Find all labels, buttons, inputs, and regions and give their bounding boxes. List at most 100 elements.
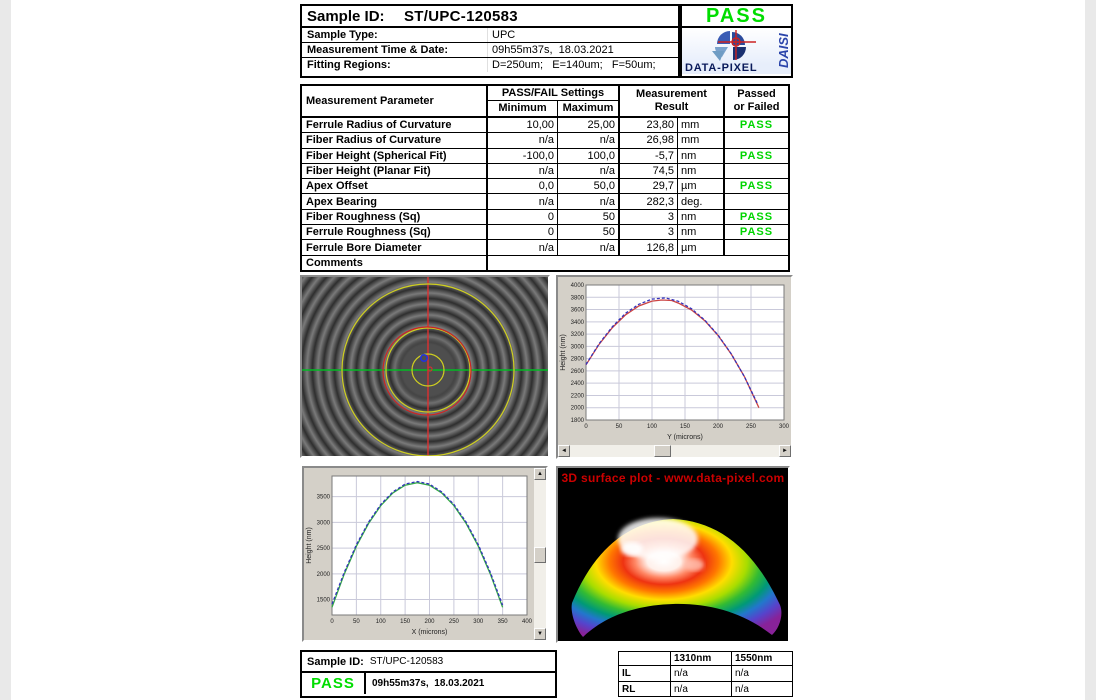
- scrollbar-track[interactable]: [570, 445, 779, 457]
- row-max: 100,0: [558, 148, 620, 163]
- row-min: n/a: [488, 240, 558, 255]
- logo-brand-text: DATA-PIXEL: [685, 62, 757, 73]
- x-axis-label: X (microns): [412, 629, 448, 636]
- svg-text:150: 150: [400, 619, 411, 625]
- footer-status-row: PASS 09h55m37s, 18.03.2021: [302, 673, 555, 694]
- row-status: [725, 164, 788, 178]
- footer-sample-id-row: Sample ID: ST/UPC-120583: [302, 652, 555, 673]
- table-row: Ferrule Bore Diameter n/a n/a 126,8 µm: [302, 240, 788, 256]
- row-result: -5,7: [620, 148, 678, 163]
- series-measured-profile: [331, 482, 504, 608]
- row-param: Fiber Height (Planar Fit): [302, 163, 488, 179]
- row-max: n/a: [558, 194, 620, 209]
- row-min: 0,0: [488, 179, 558, 194]
- il-rl-table: 1310nm 1550nm IL n/a n/a RL n/a n/a: [618, 651, 793, 697]
- col-passed-line1: Passed: [737, 88, 776, 100]
- col-passed-line2: or Failed: [733, 101, 780, 113]
- row-max: 50: [558, 209, 620, 225]
- y-profile-chart: 0 50 100 150 200 250 300 1800 2000 2200 2400 2600 28…: [558, 277, 791, 445]
- vertical-scrollbar[interactable]: ▲ ▼: [534, 468, 546, 640]
- table-row: Fiber Height (Spherical Fit) -100,0 100,…: [302, 148, 788, 164]
- ilrl-rl-1550: n/a: [735, 683, 749, 695]
- row-unit: mm: [678, 133, 725, 148]
- table-row: Apex Offset 0,0 50,0 29,7 µm PASS: [302, 179, 788, 195]
- row-result: 3: [620, 209, 678, 225]
- row-min: 10,00: [488, 118, 558, 133]
- row-min: n/a: [488, 133, 558, 148]
- row-result: 282,3: [620, 194, 678, 209]
- measurement-time-label: Measurement Time & Date:: [302, 43, 488, 57]
- svg-text:200: 200: [424, 619, 435, 625]
- svg-text:3000: 3000: [571, 344, 585, 350]
- series-spherical-fit: [331, 480, 504, 606]
- row-param: Fiber Roughness (Sq): [302, 209, 488, 225]
- vendor-logo-cell: DATA-PIXEL DAISI: [682, 28, 791, 74]
- x-axis-label: Y (microns): [667, 434, 703, 441]
- x-profile-chart-panel: 0 50 100 150 200 250 300 350 400 1500 2000 2500 3000…: [302, 466, 548, 642]
- scroll-right-button[interactable]: ►: [779, 445, 791, 457]
- svg-text:3500: 3500: [317, 495, 331, 501]
- scrollbar-thumb[interactable]: [653, 445, 671, 457]
- row-result: 3: [620, 225, 678, 240]
- row-status: [725, 194, 788, 208]
- horizontal-scrollbar[interactable]: ◄ ►: [558, 445, 791, 457]
- row-min: 0: [488, 209, 558, 225]
- center-marker-icon: [427, 366, 433, 372]
- svg-text:2000: 2000: [317, 572, 331, 578]
- row-max: 25,00: [558, 118, 620, 133]
- row-status: PASS: [739, 119, 774, 132]
- surface-plot-title: 3D surface plot - www.data-pixel.com: [561, 471, 785, 485]
- ilrl-il-1550: n/a: [732, 666, 792, 682]
- table-row: Fiber Roughness (Sq) 0 50 3 nm PASS: [302, 209, 788, 226]
- ilrl-row-rl-label: RL: [619, 682, 671, 696]
- row-param: Fiber Height (Spherical Fit): [302, 148, 488, 163]
- row-status: [725, 133, 788, 147]
- table-row: Fiber Radius of Curvature n/a n/a 26,98 …: [302, 133, 788, 149]
- measurement-time-value: 09h55m37s, 18.03.2021: [492, 44, 614, 56]
- row-status: PASS: [739, 180, 774, 193]
- interferogram-panel: [300, 275, 550, 458]
- svg-text:3200: 3200: [571, 332, 585, 338]
- sample-type-label: Sample Type:: [302, 28, 488, 42]
- scrollbar-thumb[interactable]: [534, 546, 546, 563]
- measurement-table: Measurement Parameter PASS/FAIL Settings…: [300, 84, 790, 272]
- col-result-line1: Measurement: [636, 88, 707, 100]
- row-min: n/a: [488, 163, 558, 179]
- scroll-up-button[interactable]: ▲: [534, 468, 546, 480]
- ilrl-col-1310: 1310nm: [671, 652, 732, 666]
- ilrl-row-il-label: IL: [619, 666, 671, 682]
- row-status: PASS: [739, 226, 774, 239]
- surface-plot-image: [571, 518, 782, 637]
- page-right-margin: [1085, 0, 1096, 700]
- fitting-regions-value: D=250um; E=140um; F=50um;: [492, 59, 656, 71]
- header-status-box: PASS DATA-PIXEL DAISI: [680, 4, 793, 78]
- scrollbar-track[interactable]: [534, 480, 546, 628]
- svg-text:3000: 3000: [317, 520, 331, 526]
- svg-text:2600: 2600: [571, 369, 585, 375]
- sample-id-value: ST/UPC-120583: [404, 7, 518, 25]
- scroll-left-button[interactable]: ◄: [558, 445, 570, 457]
- header-table: Sample ID: ST/UPC-120583 Sample Type: UP…: [300, 4, 680, 78]
- comments-value: [488, 256, 788, 270]
- measurement-table-header: Measurement Parameter PASS/FAIL Settings…: [302, 86, 788, 118]
- row-param: Fiber Radius of Curvature: [302, 133, 488, 148]
- svg-text:250: 250: [449, 619, 460, 625]
- y-axis-label: Height (nm): [560, 334, 567, 371]
- row-min: 0: [488, 225, 558, 240]
- ilrl-col-1550: 1550nm: [732, 652, 792, 666]
- sample-type-value: UPC: [492, 29, 516, 41]
- col-passed-failed: Passed or Failed: [725, 86, 788, 116]
- ilrl-il-1310: n/a: [671, 666, 732, 682]
- measurement-time-row: Measurement Time & Date: 09h55m37s, 18.0…: [302, 43, 678, 58]
- y-axis-label: Height (nm): [306, 527, 313, 564]
- row-unit: deg.: [678, 194, 725, 209]
- table-row: Apex Bearing n/a n/a 282,3 deg.: [302, 194, 788, 210]
- scroll-down-button[interactable]: ▼: [534, 628, 546, 640]
- svg-text:2400: 2400: [571, 381, 585, 387]
- svg-text:2500: 2500: [317, 546, 331, 552]
- row-param: Ferrule Radius of Curvature: [302, 118, 488, 133]
- svg-text:200: 200: [713, 424, 724, 430]
- x-profile-chart: 0 50 100 150 200 250 300 350 400 1500 2000 2500 3000…: [304, 468, 534, 640]
- svg-text:300: 300: [779, 424, 790, 430]
- fitting-regions-row: Fitting Regions: D=250um; E=140um; F=50u…: [302, 58, 678, 72]
